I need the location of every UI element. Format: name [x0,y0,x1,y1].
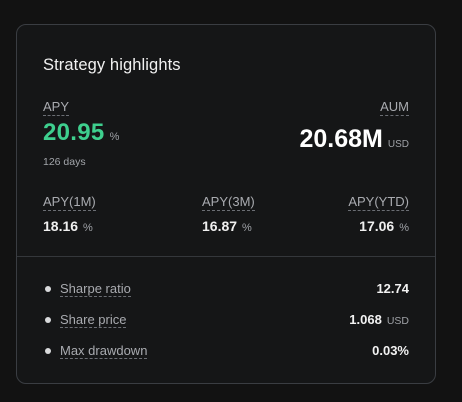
sharpe-ratio-value-container: 12.74 [376,281,409,296]
metric-apy-ytd-unit: % [399,222,409,234]
detail-row-sharpe-ratio: Sharpe ratio 12.74 [43,281,409,301]
metric-apy-ytd-value-container: 17.06% [348,218,409,234]
section-divider [17,256,435,257]
max-drawdown-label[interactable]: Max drawdown [60,343,148,359]
bullet-dot-icon [45,286,51,292]
metric-apy-3m: APY(3M) 16.87% [202,193,255,234]
strategy-highlights-card: Strategy highlights APY 20.95% 126 days … [16,24,436,384]
metric-apy-3m-value-container: 16.87% [202,218,255,234]
sharpe-ratio-label[interactable]: Sharpe ratio [60,281,131,297]
max-drawdown-value-container: 0.03% [372,343,409,358]
metric-apy-1m-unit: % [83,222,93,234]
sharpe-ratio-value: 12.74 [376,281,409,296]
aum-value: 20.68M [299,125,383,153]
metric-apy-1m-value-container: 18.16% [43,218,96,234]
max-drawdown-value: 0.03% [372,343,409,358]
share-price-value-container: 1.068 USD [349,312,409,327]
share-price-unit: USD [386,315,409,327]
apy-period: 126 days [43,156,86,168]
apy-value-container: 20.95% [43,119,120,147]
metric-apy-1m-label[interactable]: APY(1M) [43,194,96,211]
apy-value: 20.95 [43,119,105,146]
metric-apy-ytd: APY(YTD) 17.06% [348,193,409,234]
share-price-label[interactable]: Share price [60,312,127,328]
metric-apy-3m-label[interactable]: APY(3M) [202,194,255,211]
aum-label-container: AUM [380,98,409,116]
apy-label[interactable]: APY [43,99,70,116]
card-title: Strategy highlights [43,56,181,74]
metric-apy-3m-value: 16.87 [202,218,238,234]
bullet-dot-icon [45,317,51,323]
bullet-dot-icon [45,348,51,354]
apy-label-container: APY [43,98,70,116]
detail-row-max-drawdown: Max drawdown 0.03% [43,343,409,363]
apy-unit: % [109,131,120,143]
detail-row-share-price: Share price 1.068 USD [43,312,409,332]
aum-value-container: 20.68M USD [299,125,409,154]
metric-apy-ytd-label[interactable]: APY(YTD) [348,194,409,211]
metric-apy-1m-value: 18.16 [43,218,79,234]
metric-apy-ytd-value: 17.06 [359,218,395,234]
share-price-value: 1.068 [349,312,382,327]
aum-unit: USD [387,139,409,150]
metric-apy-3m-unit: % [242,222,252,234]
metric-apy-1m: APY(1M) 18.16% [43,193,96,234]
aum-label[interactable]: AUM [380,99,409,116]
